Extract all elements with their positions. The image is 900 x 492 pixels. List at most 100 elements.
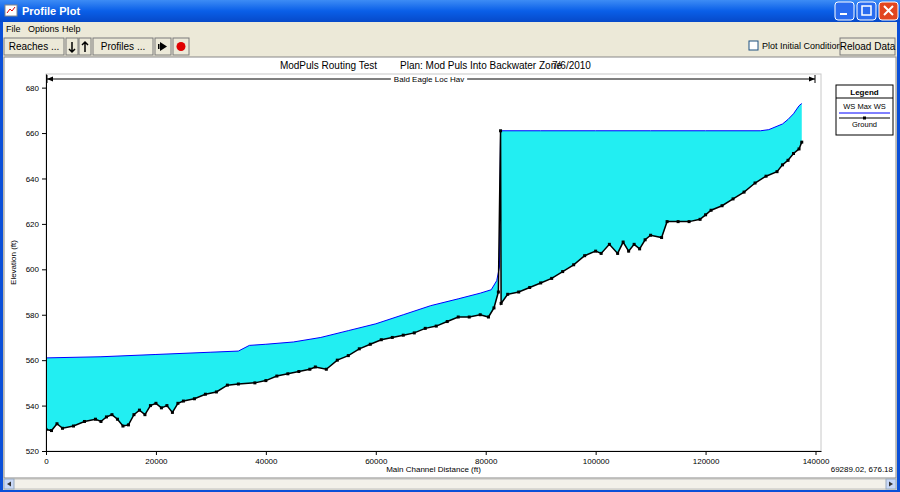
y-tick-mark — [42, 360, 46, 361]
ground-marker — [798, 147, 801, 150]
menu-item[interactable]: Options — [28, 24, 60, 34]
toolbar-button[interactable] — [66, 38, 78, 55]
x-tick-mark — [486, 451, 487, 455]
ground-marker — [699, 218, 702, 221]
y-tick: 660 — [26, 129, 46, 138]
y-tick: 620 — [26, 220, 46, 229]
y-axis-title: Elevation (ft) — [9, 240, 18, 285]
ground-marker — [435, 325, 438, 328]
button-label[interactable]: Profiles ... — [101, 41, 145, 52]
ground-marker — [666, 220, 669, 223]
ground-marker — [55, 422, 58, 425]
ground-marker — [732, 197, 735, 200]
x-tick-label: 100000 — [583, 457, 610, 466]
legend-label: WS Max WS — [843, 102, 886, 111]
ground-marker — [165, 404, 168, 407]
x-tick-mark — [376, 451, 377, 455]
x-tick-label: 140000 — [803, 457, 830, 466]
y-tick: 520 — [26, 447, 46, 456]
ground-marker — [314, 365, 317, 368]
menu-item[interactable]: File — [6, 24, 21, 34]
menu-item[interactable]: Help — [62, 24, 81, 34]
y-tick-mark — [42, 315, 46, 316]
x-tick: 100000 — [583, 451, 610, 466]
ground-marker — [616, 252, 619, 255]
x-tick: 140000 — [803, 451, 830, 466]
legend: LegendWS Max WSGround — [836, 85, 893, 135]
checkbox-label[interactable]: Plot Initial Conditions — [762, 41, 847, 51]
ground-marker — [297, 370, 300, 373]
reach-arrow — [47, 75, 815, 83]
legend-swatch — [839, 117, 890, 118]
y-tick-mark — [42, 269, 46, 270]
ground-marker — [391, 336, 394, 339]
y-tick: 600 — [26, 265, 46, 274]
button-label[interactable]: Reaches ... — [9, 41, 60, 52]
ground-marker — [275, 375, 278, 378]
x-tick-label: 120000 — [693, 457, 720, 466]
toolbar-button[interactable] — [155, 38, 171, 55]
toolbar-button[interactable]: Reload Data — [840, 38, 896, 55]
chart-subtitle: Plan: Mod Puls Into Backwater Zone — [400, 60, 562, 71]
x-tick: 120000 — [693, 451, 720, 466]
toolbar-button[interactable]: Reaches ... — [4, 38, 64, 55]
y-tick-label: 580 — [26, 311, 40, 320]
ground-marker — [325, 368, 328, 371]
ground-marker — [649, 234, 652, 237]
client-area — [3, 22, 897, 490]
ground-marker — [787, 159, 790, 162]
x-tick: 80000 — [475, 451, 498, 466]
ground-marker — [380, 338, 383, 341]
checkbox[interactable] — [749, 41, 758, 50]
ground-marker — [499, 129, 502, 132]
x-tick: 60000 — [365, 451, 388, 466]
reach-label: Bald Eagle Loc Hav — [394, 75, 464, 84]
ground-marker — [776, 170, 779, 173]
title-button-max[interactable] — [857, 2, 876, 20]
ground-marker — [468, 316, 471, 319]
toolbar-button[interactable] — [79, 38, 91, 55]
x-tick: 40000 — [255, 451, 278, 466]
ws-line — [46, 104, 802, 358]
toolbar-button[interactable] — [173, 38, 189, 55]
x-tick: 0 — [44, 451, 49, 466]
ground-marker — [660, 236, 663, 239]
ground-marker — [138, 409, 141, 412]
ground-marker — [237, 383, 240, 386]
ground-marker — [132, 413, 135, 416]
chart-panel — [4, 57, 896, 478]
x-tick-label: 60000 — [365, 457, 388, 466]
ground-marker — [572, 263, 575, 266]
x-tick-label: 0 — [44, 457, 49, 466]
ground-marker — [754, 182, 757, 185]
title-button-close[interactable] — [879, 2, 898, 20]
ground-marker — [61, 427, 64, 430]
y-tick-label: 620 — [26, 220, 40, 229]
button-label[interactable]: Reload Data — [840, 41, 896, 52]
scrollbar[interactable] — [4, 479, 896, 489]
ground-marker — [781, 163, 784, 166]
title-button-min[interactable] — [835, 2, 854, 20]
y-axis-line — [46, 75, 47, 452]
ground-marker — [176, 402, 179, 405]
ground-marker — [506, 293, 509, 296]
y-tick-label: 540 — [26, 402, 40, 411]
toolbar-button[interactable]: Profiles ... — [93, 38, 153, 55]
ground-marker — [204, 393, 207, 396]
y-axis: 520540560580600620640660680 — [26, 75, 47, 457]
y-tick-label: 560 — [26, 356, 40, 365]
ground-marker — [149, 404, 152, 407]
ground-marker — [116, 418, 119, 421]
ground-line — [46, 131, 802, 431]
y-tick-mark — [42, 451, 46, 452]
ground-marker — [528, 286, 531, 289]
ground-marker — [110, 413, 113, 416]
chart-date: 7/6/2010 — [552, 60, 591, 71]
ground-marker — [446, 320, 449, 323]
window-frame — [0, 0, 900, 492]
y-tick-mark — [42, 133, 46, 134]
ground-marker — [99, 420, 102, 423]
x-tick-mark — [816, 451, 817, 455]
ground-marker — [358, 347, 361, 350]
ground-marker — [127, 423, 130, 426]
